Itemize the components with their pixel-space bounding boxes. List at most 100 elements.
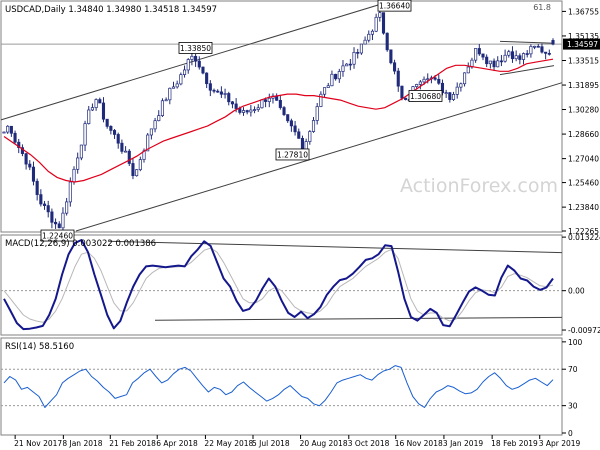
candle-body (289, 120, 293, 127)
candle-body (65, 201, 69, 214)
macd-upper-trendline (107, 240, 563, 254)
candle-body (39, 194, 43, 205)
candle-body (547, 53, 551, 55)
x-tick-label: 3 Jan 2019 (443, 439, 483, 448)
candle-body (448, 92, 452, 100)
price-tick-label: 1.30280 (568, 106, 599, 115)
candle-body (124, 150, 128, 153)
candle-body (245, 110, 249, 113)
candle-body (525, 53, 529, 55)
annotation-label: 1.30680 (410, 92, 441, 101)
candle-body (510, 51, 515, 60)
candle-body (149, 128, 153, 136)
candle-body (352, 52, 356, 65)
x-tick-label: 6 Apr 2018 (156, 439, 198, 448)
candle-body (396, 70, 400, 87)
candle-body (415, 84, 419, 87)
macd-signal-line (3, 247, 554, 323)
candle-body (238, 108, 242, 113)
candle-body (540, 46, 544, 53)
macd-layer (1, 239, 563, 331)
price-tick-label: 1.28660 (568, 130, 599, 139)
x-tick-label: 16 Nov 2018 (395, 439, 443, 448)
candle-body (485, 56, 489, 65)
sma-line (3, 58, 554, 183)
candle-body (135, 169, 139, 177)
candle-body (348, 63, 352, 66)
rsi-layer (1, 365, 562, 408)
candle-body (308, 131, 312, 142)
candle-body (234, 103, 238, 109)
candle-body (404, 97, 408, 100)
candle-body (533, 45, 537, 48)
candle-body (116, 134, 120, 144)
candle-body (444, 92, 448, 94)
candle-body (157, 115, 161, 122)
candle-body (205, 72, 209, 85)
candle-body (363, 39, 367, 45)
candle-body (474, 48, 478, 61)
x-tick-label: 18 Feb 2019 (491, 439, 538, 448)
candle-body (179, 74, 183, 85)
candle-body (370, 30, 375, 35)
x-tick-label: 21 Nov 2017 (14, 439, 62, 448)
x-axis-labels: 21 Nov 2017 8 Jan 2018 21 Feb 2018 6 Apr 20… (14, 435, 581, 448)
candle-body (315, 106, 319, 121)
price-tick-label: 1.23840 (568, 203, 599, 212)
candle-body (440, 82, 445, 94)
rsi-y-ticks: 100 70 30 0 (562, 338, 583, 438)
annotation-label: 1.33850 (180, 44, 211, 53)
candle-body (171, 86, 176, 89)
candle-body (175, 83, 179, 88)
candle-body (138, 159, 142, 171)
annotation-label: 1.36640 (379, 2, 410, 11)
candle-body (194, 55, 198, 62)
candle-body (35, 180, 39, 195)
candle-body (146, 134, 150, 152)
candle-body (190, 55, 194, 60)
macd-tick-label: 0.013224 (568, 233, 600, 242)
candle-body (127, 150, 131, 164)
candle-body (326, 85, 330, 88)
macd-line (3, 239, 554, 331)
candle-body (72, 168, 76, 183)
candle-body (359, 43, 363, 54)
candle-body (514, 55, 518, 60)
candle-body (544, 51, 548, 54)
rsi-panel (0, 337, 563, 436)
x-tick-label: 21 Feb 2018 (109, 439, 156, 448)
candle-body (50, 211, 54, 223)
candle-body (521, 53, 526, 60)
candle-body (230, 101, 234, 105)
rsi-tick-label: 100 (568, 338, 583, 347)
candle-body (131, 163, 135, 177)
lower-channel-line (75, 82, 563, 232)
candle-body (496, 60, 500, 68)
candle-body (459, 83, 463, 88)
candle-body (17, 141, 21, 148)
candle-body (381, 12, 386, 34)
candle-body (249, 109, 253, 113)
macd-tick-label: 0.00 (568, 287, 585, 296)
candle-body (201, 66, 205, 74)
candle-body (400, 85, 404, 99)
candle-body (68, 181, 72, 203)
rsi-tick-label: 0 (568, 429, 573, 438)
candle-body (2, 131, 6, 134)
candle-body (330, 73, 334, 87)
candle-body (46, 205, 50, 213)
candle-body (9, 125, 13, 134)
triangle-lower-line (499, 65, 555, 76)
price-tick-label: 1.25460 (568, 179, 599, 188)
macd-header: MACD(12,26,9) 0.003022 0.001386 (5, 239, 156, 249)
candle-body (319, 93, 323, 107)
candle-body (311, 120, 316, 132)
candle-body (13, 132, 17, 143)
candle-body (341, 65, 345, 72)
candle-body (98, 99, 102, 104)
candle-body (57, 223, 61, 229)
candle-body (422, 78, 426, 83)
